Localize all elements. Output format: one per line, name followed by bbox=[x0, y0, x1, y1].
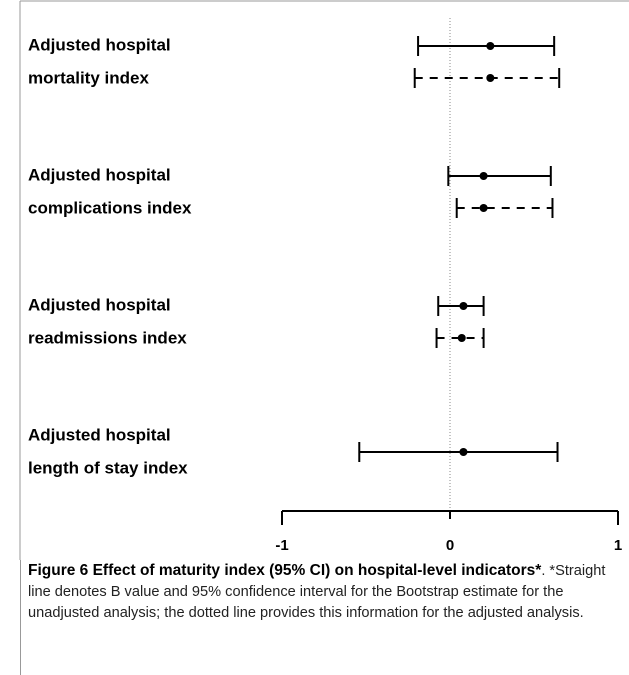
point bbox=[479, 172, 488, 180]
x-tick-label: 0 bbox=[446, 537, 454, 554]
category-label: Adjusted hospital bbox=[28, 165, 171, 184]
x-tick-label: 1 bbox=[614, 537, 622, 554]
caption: Figure 6 Effect of maturity index (95% C… bbox=[28, 560, 622, 624]
caption-title: Figure 6 Effect of maturity index (95% C… bbox=[28, 562, 542, 579]
x-tick-label: -1 bbox=[275, 537, 288, 554]
category-label: complications index bbox=[28, 198, 192, 217]
point bbox=[459, 302, 468, 310]
point bbox=[457, 334, 466, 342]
chart: -1 0 1 Adjusted hospital mortality index Adju… bbox=[19, 0, 629, 560]
point bbox=[479, 204, 488, 212]
category-label: length of stay index bbox=[28, 458, 188, 477]
point bbox=[459, 448, 468, 456]
category-label: readmissions index bbox=[28, 328, 187, 347]
caption-text: . *Straight line denotes B value and 95%… bbox=[28, 563, 606, 621]
category-label: Adjusted hospital bbox=[28, 295, 171, 314]
category-label: Adjusted hospital bbox=[28, 35, 171, 54]
point bbox=[486, 74, 495, 82]
frame-left-lower bbox=[20, 560, 21, 675]
category-label: mortality index bbox=[28, 68, 149, 87]
point bbox=[486, 42, 495, 50]
category-label: Adjusted hospital bbox=[28, 425, 171, 444]
